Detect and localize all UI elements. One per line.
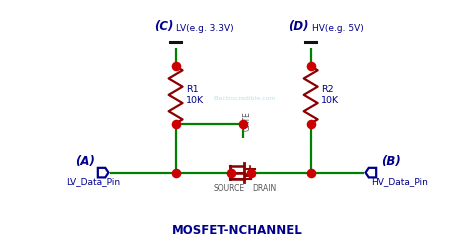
Point: [307, 122, 314, 125]
Point: [239, 122, 247, 125]
Text: HV(e.g. 5V): HV(e.g. 5V): [311, 24, 363, 33]
Text: GATE: GATE: [243, 111, 252, 131]
Text: SOURCE: SOURCE: [213, 184, 245, 193]
Text: Electrocredible.com: Electrocredible.com: [214, 96, 276, 102]
Text: R1
10K: R1 10K: [186, 85, 204, 105]
Text: HV_Data_Pin: HV_Data_Pin: [371, 177, 428, 186]
Point: [307, 171, 314, 175]
Text: (B): (B): [381, 155, 401, 168]
Point: [247, 171, 255, 175]
Text: LV_Data_Pin: LV_Data_Pin: [66, 177, 120, 186]
Polygon shape: [245, 169, 255, 176]
Text: LV(e.g. 3.3V): LV(e.g. 3.3V): [176, 24, 234, 33]
Text: (D): (D): [288, 20, 309, 33]
Text: DRAIN: DRAIN: [252, 184, 276, 193]
Point: [307, 64, 314, 68]
Text: (C): (C): [154, 20, 173, 33]
Text: R2
10K: R2 10K: [321, 85, 339, 105]
Text: (A): (A): [75, 155, 95, 168]
Text: MOSFET-NCHANNEL: MOSFET-NCHANNEL: [172, 224, 302, 237]
Point: [172, 122, 179, 125]
Point: [172, 64, 179, 68]
Point: [227, 171, 235, 175]
Point: [172, 171, 179, 175]
